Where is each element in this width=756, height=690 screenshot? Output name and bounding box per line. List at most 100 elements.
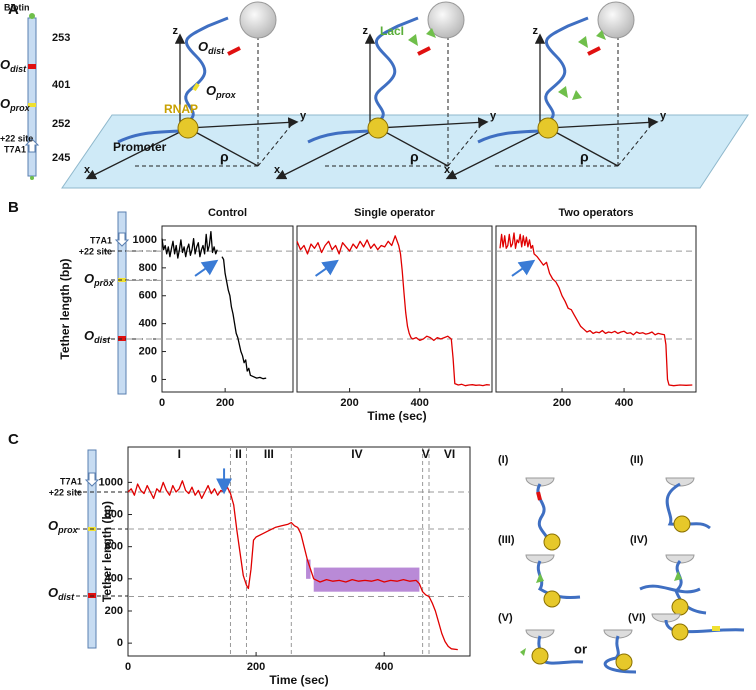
panel-label: C bbox=[8, 431, 19, 448]
axis-label: y bbox=[660, 110, 667, 122]
operator-symbol: O bbox=[198, 39, 208, 54]
y-tick-label: 0 bbox=[117, 637, 123, 649]
rho-label: ρ bbox=[580, 149, 589, 165]
tpm-diagram: z y x ρ bbox=[444, 1, 667, 180]
x-tick-label: 200 bbox=[247, 661, 265, 673]
y-tick-label: 600 bbox=[139, 290, 157, 302]
y-tick-label: 1000 bbox=[133, 234, 157, 246]
x-tick-label: 400 bbox=[411, 397, 429, 409]
x-tick-label: 0 bbox=[125, 661, 131, 673]
dna-length: 253 bbox=[52, 32, 70, 44]
operator-symbol: O bbox=[206, 83, 216, 98]
axis-label: x bbox=[444, 164, 451, 176]
y-tick-label: 400 bbox=[139, 318, 157, 330]
cartoon-label: (II) bbox=[630, 454, 644, 466]
y-tick-label: 200 bbox=[139, 345, 157, 357]
highlight-box bbox=[306, 559, 311, 579]
dna-label: +22 site bbox=[49, 487, 82, 497]
dna-bar-c bbox=[76, 449, 128, 649]
phase-label: I bbox=[178, 447, 181, 461]
operator-subscript: prox bbox=[215, 90, 236, 100]
cartoon-label: (VI) bbox=[628, 612, 646, 624]
laci-label: LacI bbox=[380, 24, 404, 38]
panel-label: B bbox=[8, 199, 19, 216]
operator-label: Oprox bbox=[84, 271, 115, 288]
phase-label: V bbox=[422, 447, 430, 461]
operator-symbol: O bbox=[48, 585, 58, 600]
axis-label: z bbox=[173, 25, 179, 37]
promoter-label: Promoter bbox=[113, 140, 167, 154]
operator-label: Odist bbox=[0, 57, 27, 74]
plot-frame bbox=[161, 225, 294, 393]
tpm-diagram: z y x ρ RNAP Promoter Odist Oprox bbox=[84, 1, 307, 180]
dna-length: 401 bbox=[52, 79, 70, 91]
axis-label: y bbox=[300, 110, 307, 122]
event-arrow bbox=[315, 259, 339, 277]
surface-plane bbox=[61, 114, 749, 189]
x-tick-label: 200 bbox=[553, 397, 571, 409]
operator-subscript: dist bbox=[94, 335, 111, 345]
axis-label: y bbox=[490, 110, 497, 122]
x-tick-label: 400 bbox=[375, 661, 393, 673]
x-tick-label: 400 bbox=[615, 397, 633, 409]
x-tick-label: 200 bbox=[216, 397, 234, 409]
cartoon-label: (IV) bbox=[630, 534, 648, 546]
operator-subscript: dist bbox=[10, 64, 27, 74]
rho-label: ρ bbox=[410, 149, 419, 165]
operator-subscript: dist bbox=[58, 592, 75, 602]
state-cartoons bbox=[520, 477, 745, 674]
operator-symbol: O bbox=[84, 271, 94, 286]
operator-symbol: O bbox=[84, 328, 94, 343]
or-label: or bbox=[574, 641, 587, 656]
tpm-diagram: z y x ρ LacI bbox=[274, 1, 497, 180]
dna-label: T7A1 bbox=[90, 235, 112, 245]
y-tick-label: 200 bbox=[105, 605, 123, 617]
dna-bar-a bbox=[24, 13, 40, 180]
cartoon-label: (I) bbox=[498, 454, 509, 466]
phase-label: IV bbox=[351, 447, 362, 461]
operator-subscript: prox bbox=[93, 278, 114, 288]
dna-label: +22 site bbox=[0, 133, 33, 143]
y-tick-label: 400 bbox=[105, 573, 123, 585]
x-axis-label: Time (sec) bbox=[367, 409, 426, 423]
dna-label: T7A1 bbox=[60, 476, 82, 486]
chart-title: Single operator bbox=[354, 207, 435, 219]
phase-label: II bbox=[235, 447, 242, 461]
phase-label: III bbox=[264, 447, 274, 461]
operator-symbol: O bbox=[0, 57, 10, 72]
operator-label: Odist bbox=[198, 39, 225, 56]
operator-label: Odist bbox=[84, 328, 111, 345]
chart-title: Control bbox=[208, 207, 247, 219]
operator-symbol: O bbox=[48, 518, 58, 533]
trace bbox=[127, 480, 458, 651]
phase-label: VI bbox=[444, 447, 455, 461]
y-tick-label: 800 bbox=[139, 262, 157, 274]
trace bbox=[499, 232, 693, 387]
operator-label: Oprox bbox=[0, 96, 31, 113]
panel-label: A bbox=[8, 1, 19, 18]
dna-label: +22 site bbox=[79, 246, 112, 256]
y-tick-label: 0 bbox=[151, 373, 157, 385]
event-arrow bbox=[511, 259, 536, 277]
x-tick-label: 200 bbox=[340, 397, 358, 409]
operator-label: Odist bbox=[48, 585, 75, 602]
x-axis-label: Time (sec) bbox=[269, 673, 328, 687]
dna-length: 245 bbox=[52, 152, 70, 164]
trace bbox=[296, 235, 490, 387]
cartoon-label: (III) bbox=[498, 534, 515, 546]
y-tick-label: 800 bbox=[105, 508, 123, 520]
axis-label: z bbox=[363, 25, 369, 37]
operator-subscript: prox bbox=[57, 525, 78, 535]
axis-label: z bbox=[533, 25, 539, 37]
dna-label: T7A1 bbox=[4, 144, 26, 154]
operator-label: Oprox bbox=[48, 518, 79, 535]
y-axis-label: Tether length (bp) bbox=[58, 258, 72, 359]
operator-label: Oprox bbox=[206, 83, 237, 100]
dna-length: 252 bbox=[52, 118, 70, 130]
operator-symbol: O bbox=[0, 96, 10, 111]
cartoon-label: (V) bbox=[498, 612, 513, 624]
operator-subscript: dist bbox=[208, 46, 225, 56]
plot-frame bbox=[495, 225, 697, 393]
plot-frame bbox=[127, 446, 471, 657]
